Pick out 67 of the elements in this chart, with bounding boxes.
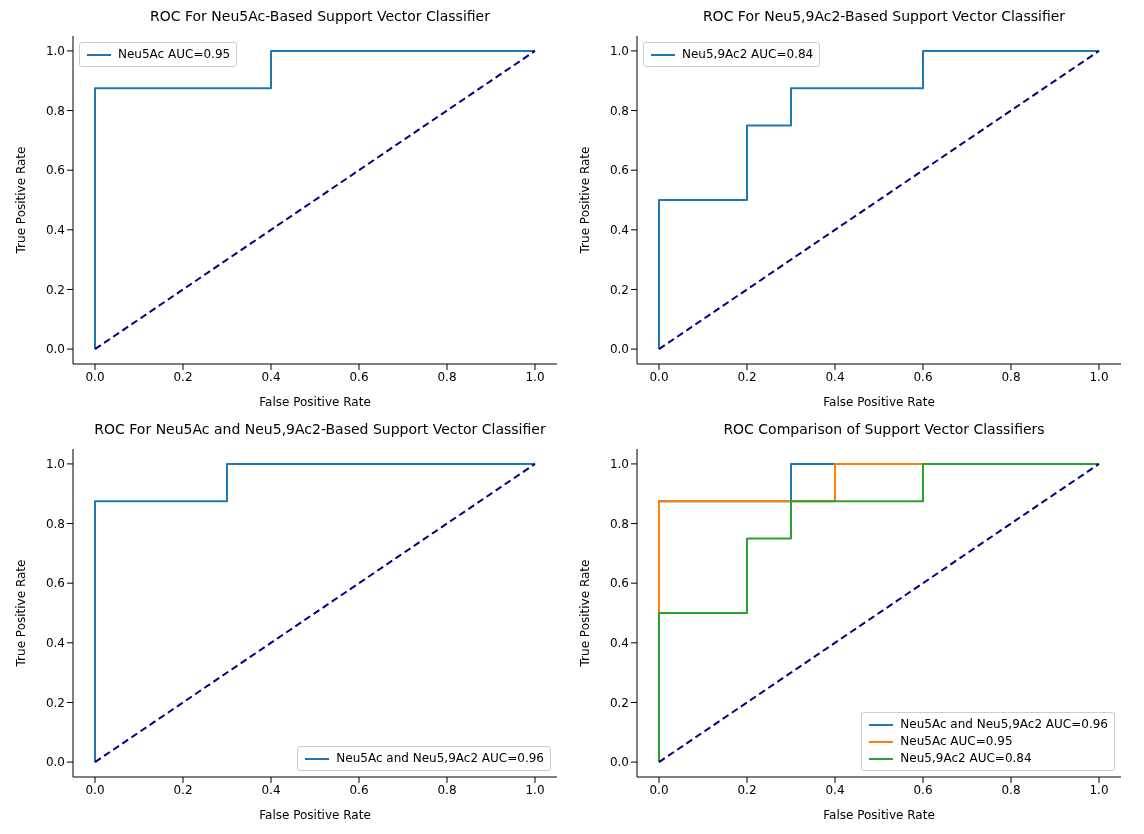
- x-tick-label: 0.6: [349, 369, 369, 384]
- y-tick-label: 1.0: [609, 44, 629, 59]
- y-tick-label: 0.8: [609, 103, 629, 118]
- x-tick-label: 0.0: [649, 369, 669, 384]
- y-tick-label: 0.2: [609, 282, 629, 297]
- x-tick-label: 0.2: [737, 369, 757, 384]
- y-tick-label: 0.2: [609, 695, 629, 710]
- y-tick-label: 0.6: [609, 163, 629, 178]
- x-tick-label: 0.6: [349, 782, 369, 797]
- y-tick-label: 1.0: [45, 44, 65, 59]
- x-axis-title: False Positive Rate: [823, 395, 935, 409]
- x-tick-label: 1.0: [1089, 369, 1109, 384]
- legend-label: Neu5Ac AUC=0.95: [118, 46, 231, 63]
- legend-label: Neu5Ac and Neu5,9Ac2 AUC=0.96: [900, 716, 1108, 733]
- y-tick-label: 0.8: [45, 516, 65, 531]
- y-axis-title: True Positive Rate: [578, 146, 593, 255]
- y-tick-label: 0.6: [609, 576, 629, 591]
- y-tick-label: 0.6: [45, 163, 65, 178]
- y-tick-label: 0.4: [45, 223, 65, 238]
- y-tick-label: 0.4: [609, 636, 629, 651]
- chart-title: ROC Comparison of Support Vector Classifiers: [722, 421, 1046, 439]
- x-tick-label: 0.4: [825, 369, 845, 384]
- chart-title: ROC For Neu5Ac and Neu5,9Ac2-Based Support Vector Classifier: [93, 421, 547, 439]
- y-tick-label: 0.2: [45, 282, 65, 297]
- x-tick-label: 0.2: [737, 782, 757, 797]
- legend-label: Neu5,9Ac2 AUC=0.84: [682, 46, 814, 63]
- x-tick-label: 0.0: [85, 782, 105, 797]
- x-axis-title: False Positive Rate: [259, 808, 371, 822]
- chart-title: ROC For Neu5,9Ac2-Based Support Vector Classifier: [701, 8, 1067, 26]
- y-axis-title: True Positive Rate: [14, 146, 29, 255]
- y-tick-label: 0.0: [609, 755, 629, 770]
- x-tick-label: 0.6: [913, 369, 933, 384]
- x-tick-label: 0.8: [1001, 369, 1021, 384]
- y-tick-label: 0.0: [609, 342, 629, 357]
- y-tick-label: 0.6: [45, 576, 65, 591]
- legend-label: Neu5,9Ac2 AUC=0.84: [900, 750, 1032, 767]
- y-tick-label: 1.0: [45, 457, 65, 472]
- y-tick-label: 1.0: [609, 457, 629, 472]
- x-tick-label: 0.4: [825, 782, 845, 797]
- chart-title: ROC For Neu5Ac-Based Support Vector Classifier: [149, 8, 491, 26]
- x-tick-label: 1.0: [525, 369, 545, 384]
- x-tick-label: 0.2: [173, 782, 193, 797]
- x-tick-label: 0.8: [437, 369, 457, 384]
- x-tick-label: 0.2: [173, 369, 193, 384]
- y-tick-label: 0.8: [45, 103, 65, 118]
- x-tick-label: 0.6: [913, 782, 933, 797]
- x-tick-label: 0.8: [437, 782, 457, 797]
- x-tick-label: 0.4: [261, 782, 281, 797]
- y-tick-label: 0.0: [45, 342, 65, 357]
- x-tick-label: 0.4: [261, 369, 281, 384]
- y-tick-label: 0.8: [609, 516, 629, 531]
- y-tick-label: 0.0: [45, 755, 65, 770]
- line-series: [658, 49, 1100, 351]
- x-axis-title: False Positive Rate: [259, 395, 371, 409]
- legend-label: Neu5Ac and Neu5,9Ac2 AUC=0.96: [336, 750, 544, 767]
- y-tick-label: 0.4: [609, 223, 629, 238]
- x-tick-label: 0.0: [85, 369, 105, 384]
- x-tick-label: 0.0: [649, 782, 669, 797]
- y-tick-label: 0.2: [45, 695, 65, 710]
- x-tick-label: 0.8: [1001, 782, 1021, 797]
- x-tick-label: 1.0: [525, 782, 545, 797]
- x-tick-label: 1.0: [1089, 782, 1109, 797]
- y-axis-title: True Positive Rate: [14, 559, 29, 668]
- x-axis-title: False Positive Rate: [823, 808, 935, 822]
- legend-label: Neu5Ac AUC=0.95: [900, 733, 1013, 750]
- y-tick-label: 0.4: [45, 636, 65, 651]
- y-axis-title: True Positive Rate: [578, 559, 593, 668]
